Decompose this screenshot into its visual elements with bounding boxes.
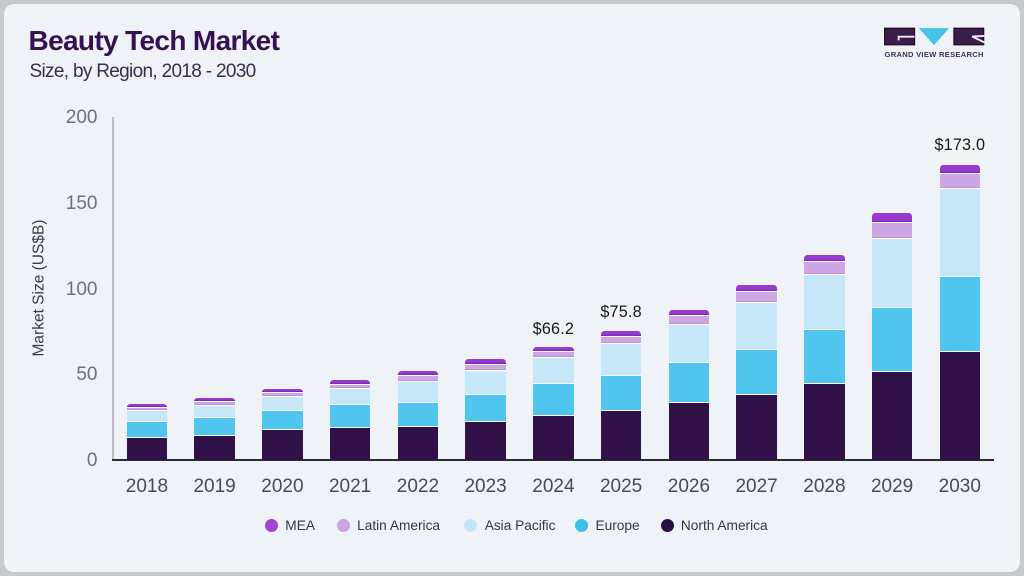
svg-text:GRAND VIEW RESEARCH: GRAND VIEW RESEARCH bbox=[885, 50, 985, 59]
